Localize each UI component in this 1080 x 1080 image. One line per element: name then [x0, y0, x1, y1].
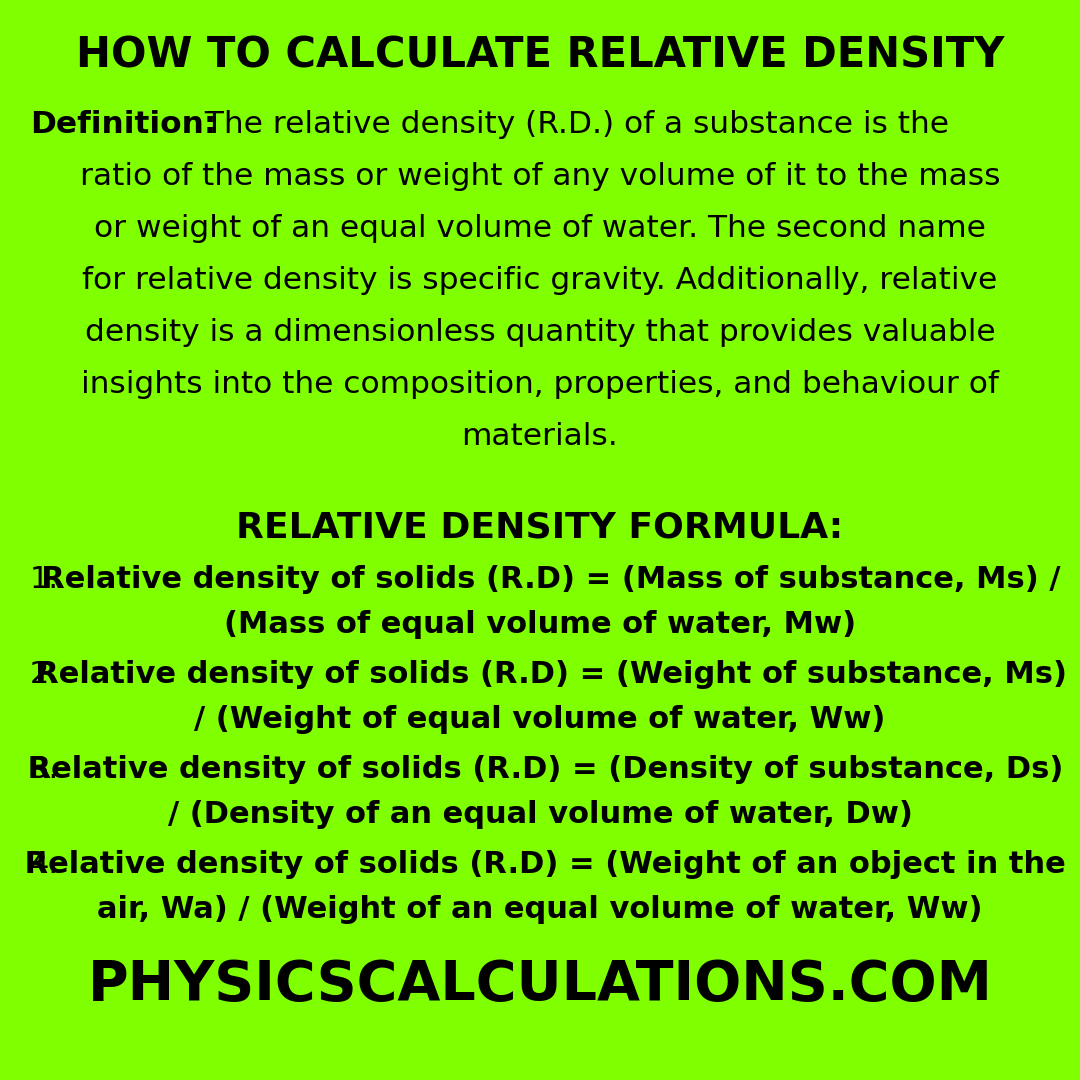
Text: / (Density of an equal volume of water, Dw): / (Density of an equal volume of water, …: [167, 800, 913, 829]
Text: Relative density of solids (R.D) = (Weight of substance, Ms): Relative density of solids (R.D) = (Weig…: [13, 660, 1067, 689]
Text: for relative density is specific gravity. Additionally, relative: for relative density is specific gravity…: [82, 266, 998, 295]
Text: insights into the composition, properties, and behaviour of: insights into the composition, propertie…: [81, 370, 999, 399]
Text: Relative density of solids (R.D) = (Density of substance, Ds): Relative density of solids (R.D) = (Dens…: [17, 755, 1063, 784]
Text: RELATIVE DENSITY FORMULA:: RELATIVE DENSITY FORMULA:: [237, 510, 843, 544]
Text: / (Weight of equal volume of water, Ww): / (Weight of equal volume of water, Ww): [194, 705, 886, 734]
Text: materials.: materials.: [461, 422, 619, 451]
Text: or weight of an equal volume of water. The second name: or weight of an equal volume of water. T…: [94, 214, 986, 243]
Text: Definition:: Definition:: [30, 110, 216, 139]
Text: ratio of the mass or weight of any volume of it to the mass: ratio of the mass or weight of any volum…: [80, 162, 1000, 191]
Text: PHYSICSCALCULATIONS.COM: PHYSICSCALCULATIONS.COM: [87, 958, 993, 1012]
Text: 1.: 1.: [30, 565, 59, 594]
Text: 4.: 4.: [30, 850, 59, 879]
Text: Relative density of solids (R.D) = (Weight of an object in the: Relative density of solids (R.D) = (Weig…: [14, 850, 1066, 879]
Text: Relative density of solids (R.D) = (Mass of substance, Ms) /: Relative density of solids (R.D) = (Mass…: [19, 565, 1061, 594]
Text: air, Wa) / (Weight of an equal volume of water, Ww): air, Wa) / (Weight of an equal volume of…: [97, 895, 983, 924]
Text: HOW TO CALCULATE RELATIVE DENSITY: HOW TO CALCULATE RELATIVE DENSITY: [76, 35, 1004, 77]
Text: 3.: 3.: [30, 755, 59, 784]
Text: density is a dimensionless quantity that provides valuable: density is a dimensionless quantity that…: [84, 318, 996, 347]
Text: 2.: 2.: [30, 660, 59, 689]
Text: (Mass of equal volume of water, Mw): (Mass of equal volume of water, Mw): [224, 610, 856, 639]
Text: The relative density (R.D.) of a substance is the: The relative density (R.D.) of a substan…: [195, 110, 949, 139]
